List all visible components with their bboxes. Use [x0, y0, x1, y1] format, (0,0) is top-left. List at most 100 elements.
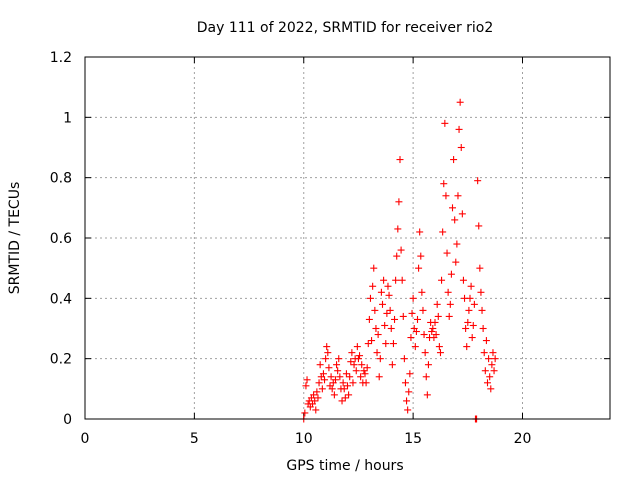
y-tick-label: 0.8 — [50, 171, 72, 187]
data-point-marker — [327, 373, 335, 381]
data-point-marker — [330, 391, 338, 399]
data-point-marker — [475, 222, 483, 230]
data-point-marker — [353, 343, 361, 351]
data-point-marker — [372, 325, 380, 332]
y-tick-labels: 0 0.2 0.4 0.6 0.8 1 1.2 — [50, 50, 72, 428]
data-point-marker — [419, 306, 427, 314]
data-point-marker — [489, 349, 497, 357]
data-point-marker — [333, 361, 341, 369]
data-point-marker — [369, 282, 377, 290]
data-point-marker — [346, 373, 354, 381]
data-point-marker — [451, 216, 459, 224]
data-point-marker — [444, 288, 452, 296]
data-point-marker — [459, 276, 467, 284]
data-point-marker — [481, 367, 489, 375]
data-point-marker — [370, 264, 378, 272]
y-tick-label: 0.6 — [50, 231, 72, 247]
data-point-marker — [457, 144, 465, 151]
data-point-marker — [301, 409, 309, 417]
data-point-marker — [373, 349, 381, 357]
data-point-marker — [403, 397, 411, 405]
data-point-marker — [358, 361, 366, 369]
y-tick-label: 0 — [63, 412, 72, 428]
data-point-marker — [312, 406, 320, 414]
data-point-marker — [316, 361, 324, 369]
data-point-marker — [364, 340, 372, 348]
x-tick-label: 0 — [81, 431, 90, 447]
data-point-marker — [407, 334, 415, 342]
data-point-marker — [386, 306, 394, 314]
data-point-marker — [490, 367, 498, 375]
data-point-marker — [331, 376, 339, 384]
data-point-marker — [401, 379, 409, 387]
data-point-marker — [416, 228, 424, 236]
data-point-marker — [368, 337, 376, 345]
grid-lines — [85, 57, 610, 419]
data-point-marker — [384, 282, 392, 290]
data-point-marker — [344, 382, 351, 390]
data-point-marker — [374, 331, 382, 339]
data-point-marker — [436, 349, 444, 357]
data-point-marker — [470, 300, 478, 308]
data-point-marker — [433, 300, 441, 308]
data-point-marker — [438, 276, 446, 284]
data-point-marker — [377, 288, 385, 296]
data-point-marker — [357, 373, 365, 381]
data-point-marker — [366, 294, 374, 302]
data-point-marker — [417, 252, 425, 260]
data-point-marker — [338, 397, 346, 405]
data-point-marker — [385, 291, 393, 299]
y-axis-label: SRMTID / TECUs — [7, 182, 23, 295]
data-point-marker — [340, 385, 348, 393]
x-axis-label: GPS time / hours — [286, 458, 403, 474]
data-point-marker — [382, 340, 390, 348]
data-point-marker — [347, 358, 355, 366]
data-point-marker — [485, 355, 493, 363]
data-point-marker — [361, 370, 369, 378]
data-point-marker — [400, 355, 408, 363]
data-point-marker — [440, 180, 448, 188]
data-point-marker — [424, 361, 432, 369]
data-point-marker — [362, 379, 370, 387]
y-tick-label: 1.2 — [50, 50, 72, 66]
data-point-marker — [394, 225, 402, 233]
data-point-marker — [348, 349, 356, 357]
data-point-marker — [491, 355, 499, 363]
data-point-marker — [365, 315, 373, 323]
data-point-marker — [399, 312, 407, 320]
data-point-marker — [339, 379, 347, 387]
data-point-marker — [478, 306, 486, 314]
data-point-marker — [456, 98, 464, 106]
data-point-marker — [391, 315, 399, 323]
data-point-marker — [453, 240, 461, 248]
y-tick-label: 0.4 — [50, 291, 72, 307]
data-point-marker — [398, 276, 406, 284]
data-point-marker — [379, 300, 386, 308]
x-tick-label: 15 — [404, 431, 422, 447]
data-point-marker — [487, 385, 495, 393]
data-point-marker — [389, 340, 397, 348]
data-point-marker — [479, 325, 487, 332]
data-points — [300, 98, 499, 423]
data-point-marker — [396, 156, 404, 164]
x-tick-label: 20 — [514, 431, 532, 447]
data-point-marker — [349, 379, 357, 387]
data-point-marker — [409, 294, 417, 302]
data-point-marker — [463, 343, 471, 351]
data-point-marker — [371, 306, 379, 314]
data-point-marker — [474, 177, 482, 185]
data-point-marker — [376, 355, 384, 363]
data-point-marker — [482, 337, 490, 345]
data-point-marker — [445, 312, 453, 320]
data-point-marker — [435, 343, 443, 351]
data-point-marker — [464, 318, 472, 326]
data-point-marker — [454, 192, 462, 200]
data-point-marker — [334, 367, 342, 375]
data-point-marker — [303, 376, 311, 384]
chart-title: Day 111 of 2022, SRMTID for receiver rio… — [197, 20, 494, 36]
data-point-marker — [449, 204, 456, 212]
data-point-marker — [360, 367, 368, 375]
data-point-marker — [319, 370, 327, 378]
data-point-marker — [393, 252, 401, 260]
